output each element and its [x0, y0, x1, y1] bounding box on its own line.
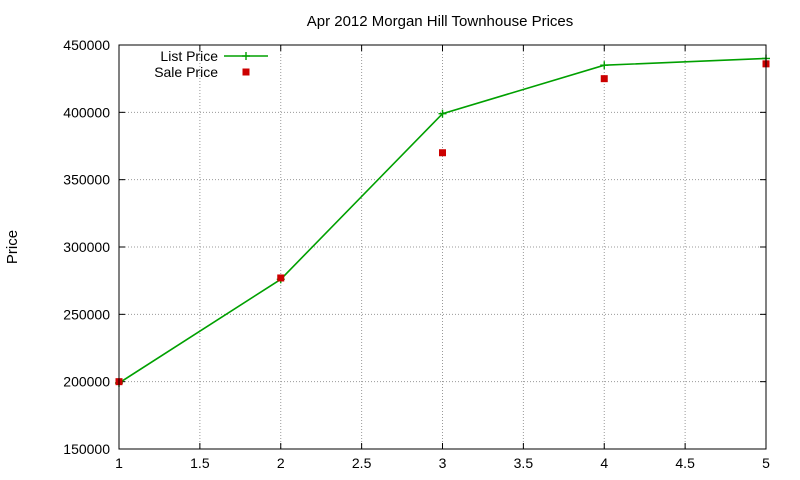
x-tick-label: 5	[762, 455, 770, 471]
sale-price-point	[600, 75, 608, 83]
x-tick-label: 4.5	[675, 455, 695, 471]
x-tick-label: 3	[439, 455, 447, 471]
y-axis-label: Price	[4, 230, 21, 264]
chart-title: Apr 2012 Morgan Hill Townhouse Prices	[307, 13, 574, 30]
x-tick-label: 4	[600, 455, 608, 471]
y-tick-label: 450000	[63, 37, 110, 53]
y-tick-label: 200000	[63, 374, 110, 390]
sale-price-point	[277, 274, 285, 282]
series-layer	[115, 54, 770, 388]
y-tick-label: 400000	[63, 104, 110, 120]
x-tick-label: 1	[115, 455, 123, 471]
y-tick-label: 250000	[63, 306, 110, 322]
x-tick-label: 3.5	[514, 455, 534, 471]
y-tick-label: 350000	[63, 172, 110, 188]
x-tick-label: 2.5	[352, 455, 372, 471]
list-price-line	[118, 57, 767, 384]
legend-label-list-price: List Price	[160, 48, 218, 64]
sale-price-point	[439, 149, 446, 157]
tick-labels: 1 1.5 2 2.5 3 3.5 4 4.5 5 150000 200000 250000 30000…	[63, 37, 770, 471]
plot-border	[118, 44, 767, 450]
legend-label-sale-price: Sale Price	[154, 64, 218, 80]
grid-lines	[119, 45, 766, 449]
y-tick-label: 150000	[63, 441, 110, 457]
x-tick-label: 2	[277, 455, 285, 471]
y-tick-label: 300000	[63, 239, 110, 255]
list-price-point	[600, 61, 609, 70]
x-tick-label: 1.5	[190, 455, 210, 471]
list-price-point	[438, 109, 447, 118]
legend-swatch-sale-price	[242, 68, 250, 76]
